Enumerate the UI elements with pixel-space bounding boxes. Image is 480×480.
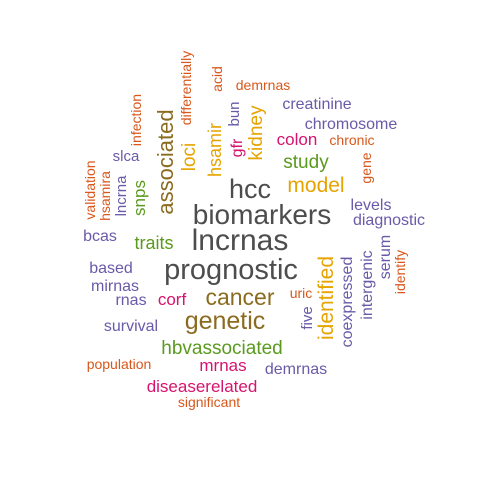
word-mirnas: mirnas <box>91 278 139 295</box>
word-associated: associated <box>153 109 178 214</box>
word-loci: loci <box>179 143 200 172</box>
word-model: model <box>287 174 344 197</box>
word-gene: gene <box>358 152 374 183</box>
word-mrnas: mrnas <box>199 356 246 375</box>
word-prognostic: prognostic <box>164 254 298 286</box>
word-serum: serum <box>377 235 394 279</box>
word-lncrnas: lncrnas <box>192 224 289 257</box>
word-bun: bun <box>226 101 243 126</box>
word-corf: corf <box>158 290 187 309</box>
word-gfr: gfr <box>229 138 246 157</box>
word-lncrna: lncrna <box>113 175 130 217</box>
word-creatinine: creatinine <box>282 96 351 113</box>
word-chromosome: chromosome <box>305 116 398 133</box>
word-colon: colon <box>277 130 318 149</box>
word-diseaserelated: diseaserelated <box>147 377 258 396</box>
word-identified: identified <box>315 256 338 340</box>
word-based: based <box>89 260 133 277</box>
word-differentially: differentially <box>178 51 194 125</box>
word-demrnas-purple: demrnas <box>265 361 327 378</box>
word-hsamir: hsamir <box>205 123 225 177</box>
word-infection: infection <box>128 94 144 146</box>
word-levels: levels <box>351 197 392 214</box>
word-diagnostic: diagnostic <box>353 212 425 229</box>
word-hsamira: hsamira <box>97 171 113 221</box>
word-slca: slca <box>113 148 140 165</box>
word-demrnas-orange: demrnas <box>236 77 290 93</box>
word-coexpressed: coexpressed <box>339 257 356 348</box>
word-intergenic: intergenic <box>359 250 376 319</box>
word-rnas: rnas <box>115 292 146 309</box>
word-significant: significant <box>178 394 240 410</box>
word-chronic: chronic <box>329 132 374 148</box>
word-kidney: kidney <box>246 105 267 160</box>
word-population: population <box>87 356 152 372</box>
word-uric: uric <box>290 285 313 301</box>
word-hcc: hcc <box>229 174 271 204</box>
word-hbvassociated: hbvassociated <box>161 338 282 359</box>
word-study: study <box>283 152 329 173</box>
word-identify: identify <box>392 250 408 294</box>
word-snps: snps <box>130 180 149 216</box>
word-five: five <box>299 306 316 329</box>
word-survival: survival <box>104 318 158 335</box>
word-biomarkers: biomarkers <box>193 199 331 230</box>
word-validation: validation <box>82 160 98 219</box>
word-acid: acid <box>209 66 225 92</box>
word-bcas: bcas <box>83 228 117 245</box>
word-genetic: genetic <box>185 307 266 335</box>
word-cancer: cancer <box>205 284 274 310</box>
word-traits: traits <box>134 233 173 253</box>
